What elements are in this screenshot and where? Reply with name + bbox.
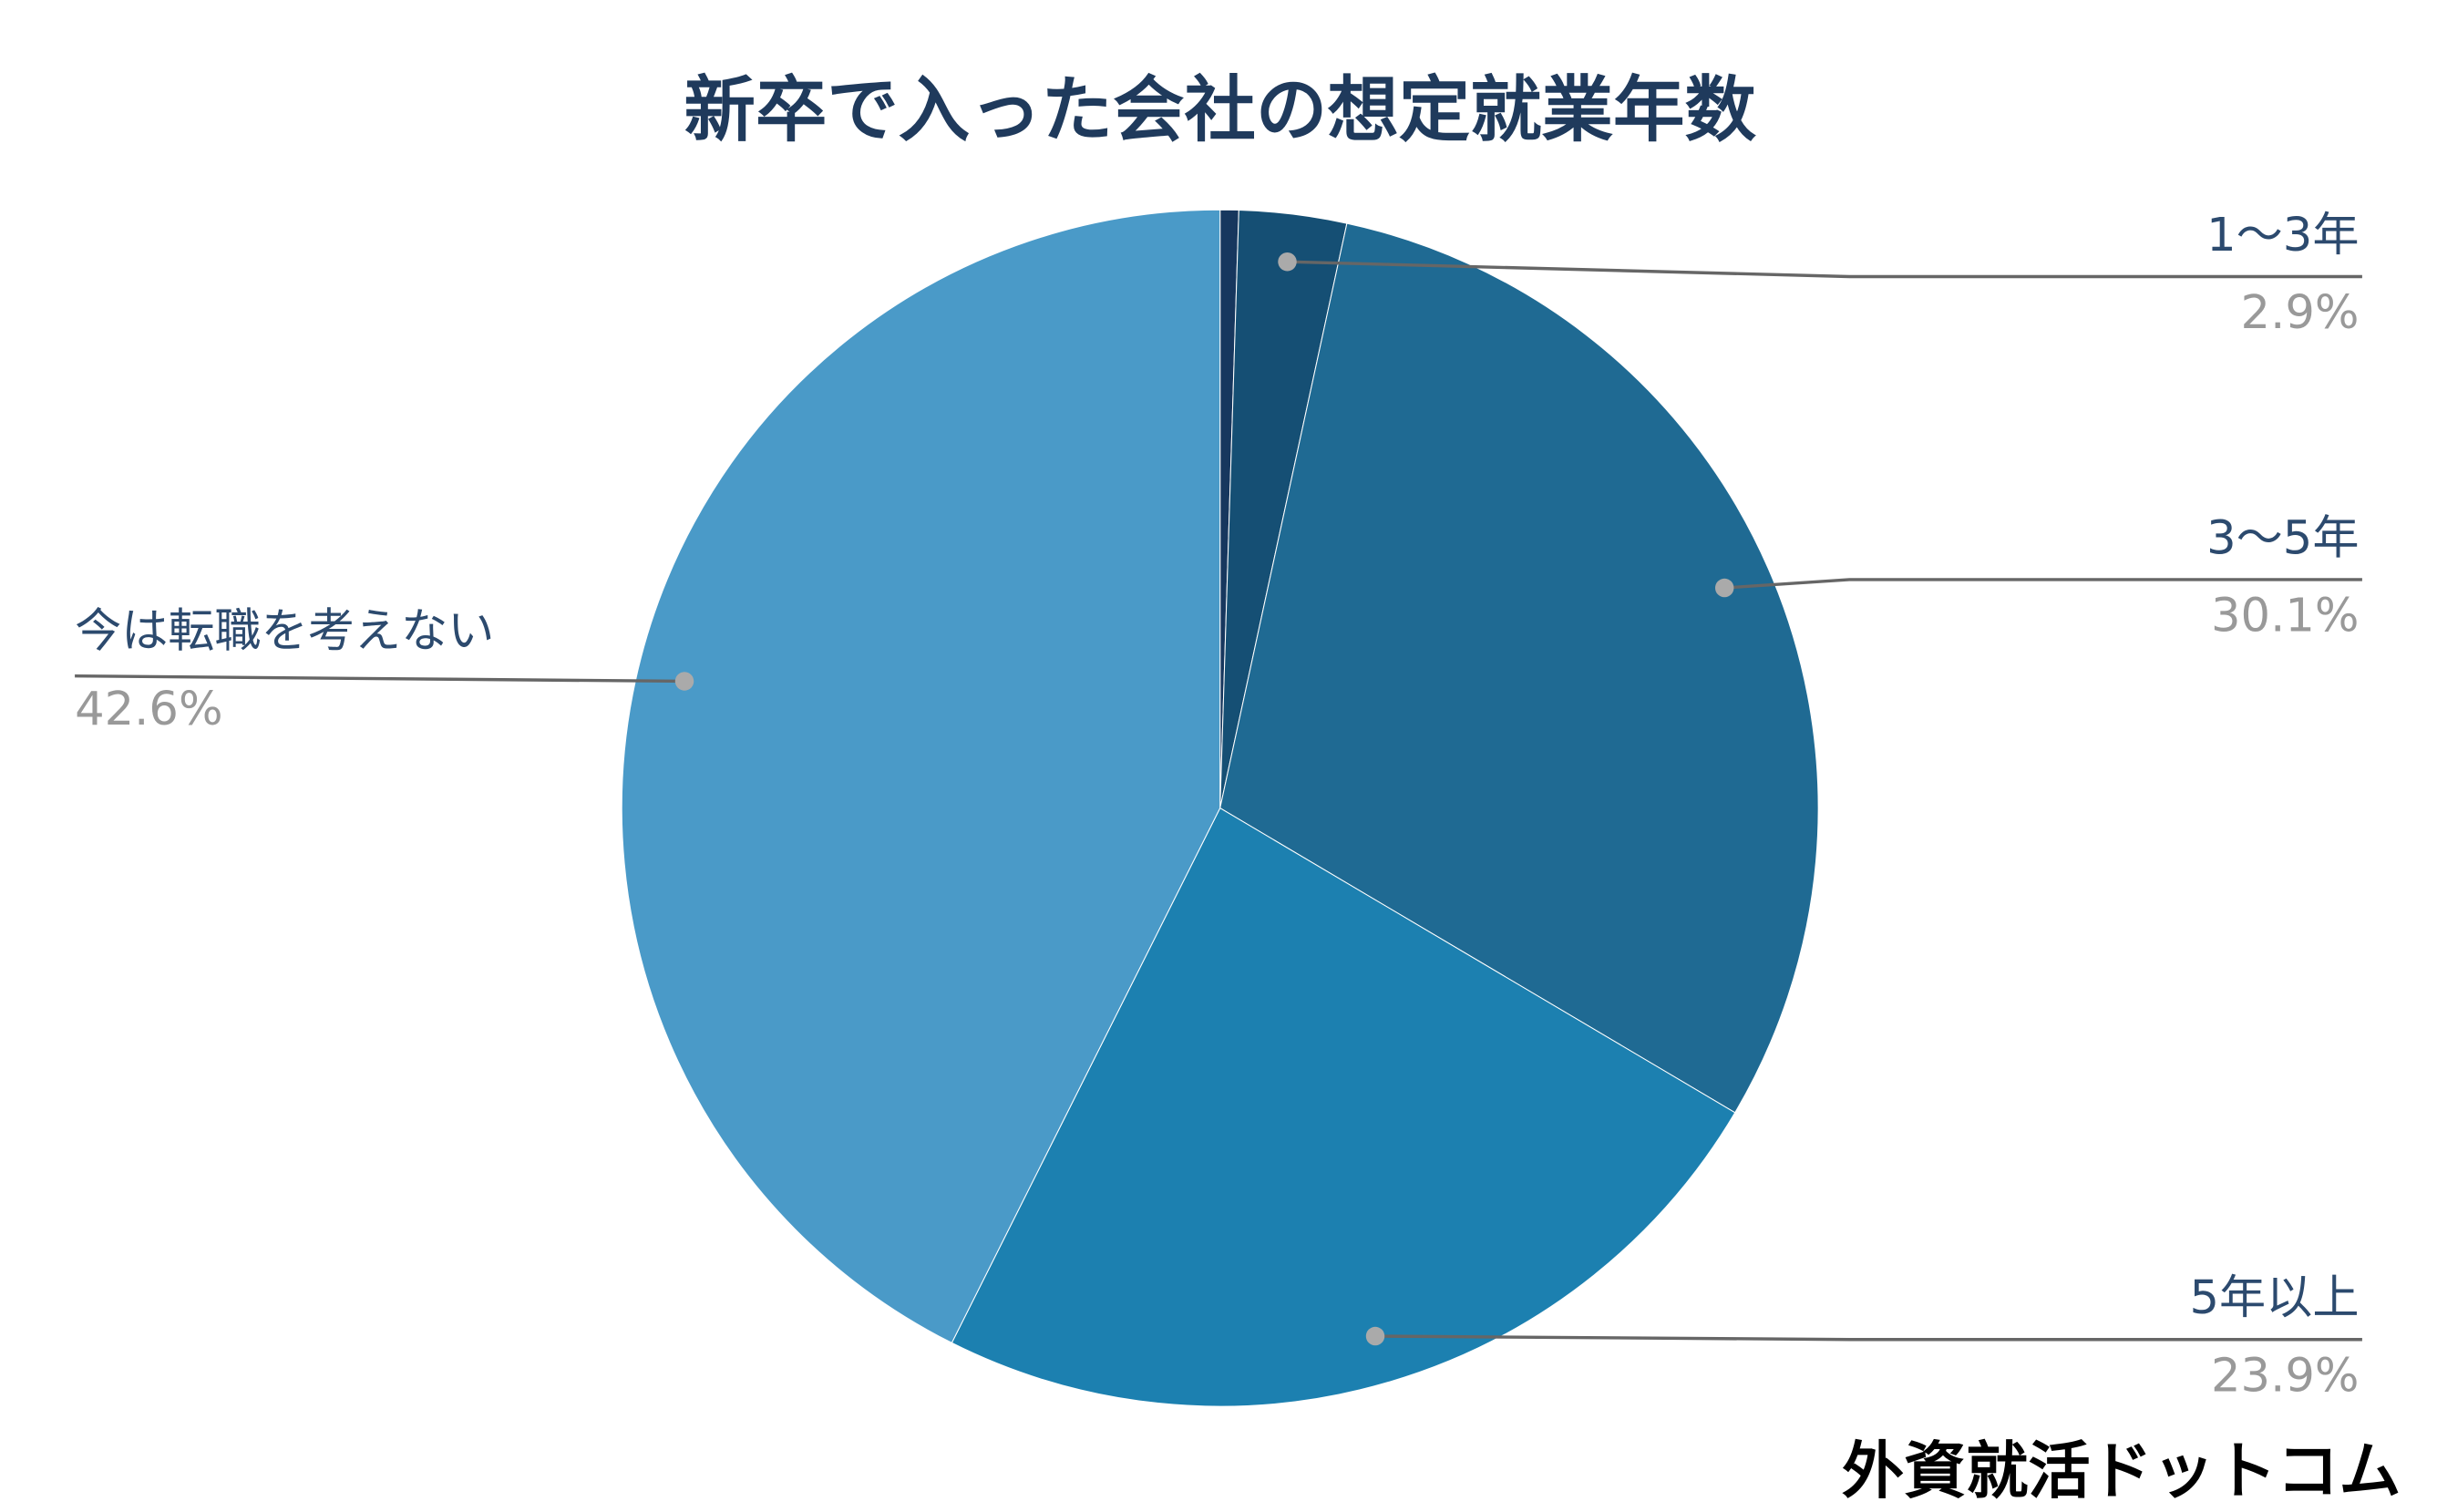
leader-dot — [1714, 578, 1734, 598]
leader-dot — [1365, 1326, 1385, 1346]
leader-line — [1724, 578, 2362, 590]
slice-label: 3〜5年 — [2206, 511, 2359, 565]
leader-line — [1287, 260, 2362, 279]
slice-value: 23.9% — [2211, 1349, 2359, 1403]
slice-value: 42.6% — [75, 683, 222, 736]
leader-dot — [1278, 252, 1297, 272]
leader-dot — [674, 672, 694, 691]
slice-value: 2.9% — [2241, 286, 2360, 340]
leader-line — [75, 674, 685, 684]
pie-slice — [951, 807, 1736, 1407]
leader-line — [1375, 1334, 2362, 1342]
slice-label: 1〜3年 — [2206, 209, 2359, 262]
chart-title: 新卒で入った会社の想定就業年数 — [684, 69, 1757, 152]
slice-label: 今は転職を考えない — [75, 605, 494, 659]
pie-slice — [621, 209, 1221, 1344]
slice-label: 5年以上 — [2190, 1271, 2360, 1325]
watermark: 外資就活ドットコム — [1842, 1435, 2401, 1507]
slice-value: 30.1% — [2211, 590, 2359, 643]
pie-slice — [1219, 222, 1819, 1114]
